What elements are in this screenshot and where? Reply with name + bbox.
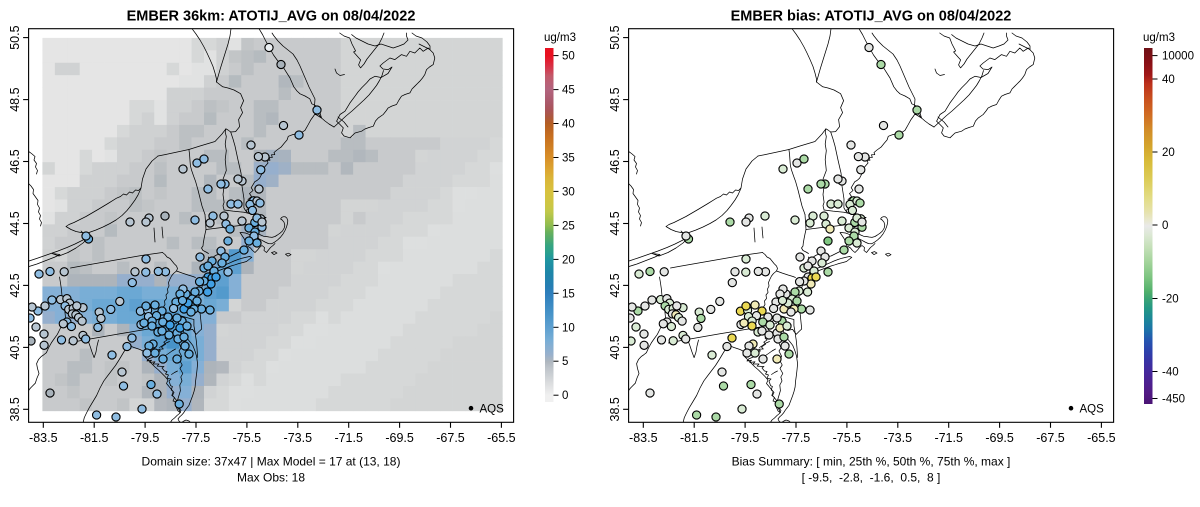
svg-text:-79.5: -79.5 [731,431,760,445]
svg-text:48.5: 48.5 [8,87,22,111]
svg-text:-69.5: -69.5 [985,431,1014,445]
svg-text:-40: -40 [1162,367,1179,379]
svg-text:Domain size: 37x47 | Max Model: Domain size: 37x47 | Max Model = 17 at (… [142,455,401,469]
svg-text:-83.5: -83.5 [629,431,658,445]
svg-text:[ -9.5, -2.8, -1.6, 0.5, 8: [ -9.5, -2.8, -1.6, 0.5, 8 ] [802,471,941,485]
svg-text:38.5: 38.5 [8,397,22,421]
svg-text:40.5: 40.5 [608,335,622,359]
svg-text:10: 10 [562,322,575,334]
svg-text:-73.5: -73.5 [884,431,913,445]
svg-text:-69.5: -69.5 [385,431,414,445]
svg-text:35: 35 [562,153,575,165]
svg-text:-71.5: -71.5 [934,431,963,445]
svg-text:42.5: 42.5 [608,273,622,297]
svg-text:10000: 10000 [1162,51,1194,63]
svg-text:50: 50 [562,51,575,63]
svg-text:-81.5: -81.5 [80,431,109,445]
svg-text:-77.5: -77.5 [782,431,811,445]
svg-text:-75.5: -75.5 [833,431,862,445]
svg-text:-73.5: -73.5 [284,431,313,445]
svg-text:44.5: 44.5 [8,211,22,235]
svg-text:20: 20 [1162,147,1175,159]
svg-text:-450: -450 [1162,394,1185,406]
svg-text:AQS: AQS [480,403,505,415]
svg-text:-81.5: -81.5 [680,431,709,445]
svg-text:46.5: 46.5 [8,149,22,173]
svg-text:50.5: 50.5 [608,25,622,49]
svg-text:25: 25 [562,220,575,232]
svg-text:ug/m3: ug/m3 [1143,32,1175,44]
svg-text:38.5: 38.5 [608,397,622,421]
svg-text:ug/m3: ug/m3 [544,32,576,44]
svg-text:-71.5: -71.5 [334,431,363,445]
svg-text:EMBER bias: ATOTIJ_AVG on 08/0: EMBER bias: ATOTIJ_AVG on 08/04/2022 [731,9,1012,25]
svg-text:0: 0 [562,390,568,402]
svg-text:30: 30 [562,186,575,198]
svg-text:20: 20 [562,254,575,266]
svg-text:Bias Summary: [ min, 25th %, 5: Bias Summary: [ min, 25th %, 50th %, 75t… [732,455,1011,469]
svg-text:50.5: 50.5 [8,25,22,49]
svg-text:-65.5: -65.5 [1087,431,1116,445]
svg-text:AQS: AQS [1080,403,1105,415]
svg-text:48.5: 48.5 [608,87,622,111]
svg-text:45: 45 [562,85,575,97]
svg-text:-20: -20 [1162,294,1179,306]
svg-text:-65.5: -65.5 [487,431,516,445]
svg-text:40.5: 40.5 [8,335,22,359]
svg-text:-75.5: -75.5 [233,431,262,445]
svg-text:0: 0 [1162,220,1168,232]
svg-text:-83.5: -83.5 [29,431,58,445]
svg-text:-79.5: -79.5 [131,431,160,445]
svg-text:5: 5 [562,356,568,368]
svg-text:40: 40 [1162,74,1175,86]
svg-text:EMBER 36km: ATOTIJ_AVG on 08/0: EMBER 36km: ATOTIJ_AVG on 08/04/2022 [127,9,416,25]
svg-text:40: 40 [562,119,575,131]
svg-text:15: 15 [562,288,575,300]
svg-text:46.5: 46.5 [608,149,622,173]
svg-text:44.5: 44.5 [608,211,622,235]
svg-text:-77.5: -77.5 [182,431,211,445]
svg-text:Max Obs: 18: Max Obs: 18 [237,471,305,485]
svg-text:-67.5: -67.5 [436,431,465,445]
svg-text:-67.5: -67.5 [1036,431,1065,445]
svg-text:42.5: 42.5 [8,273,22,297]
